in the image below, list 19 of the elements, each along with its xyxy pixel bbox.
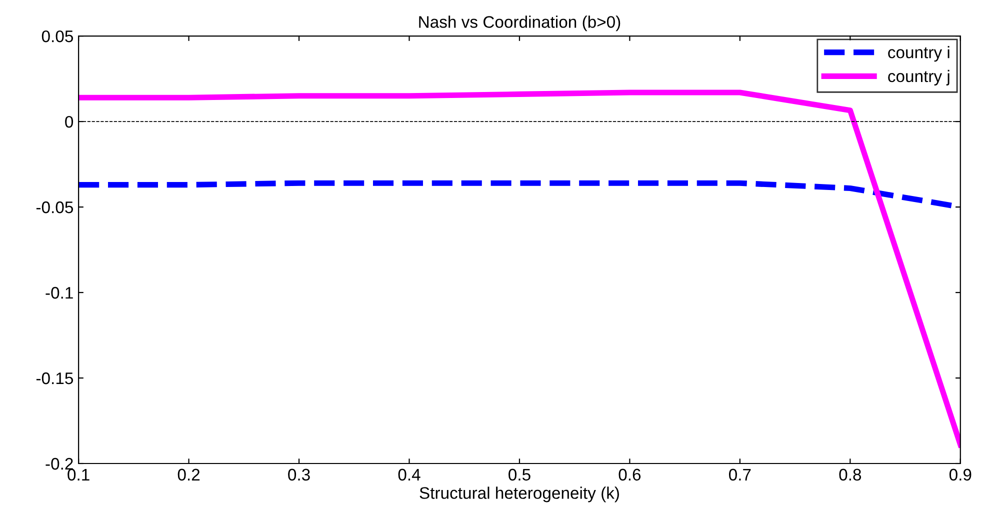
y-tick-label: -0.2 — [46, 458, 73, 470]
x-tick-label: 0.2 — [178, 468, 200, 481]
legend-label: country j — [888, 70, 950, 86]
chart-title: Nash vs Coordination (b>0) — [419, 16, 620, 32]
x-tick-label: 0.8 — [839, 468, 862, 481]
y-tick-label: -0.05 — [36, 201, 74, 214]
x-tick-label: 0.9 — [949, 468, 972, 481]
x-axis-title: Structural heterogeneity (k) — [420, 486, 619, 502]
y-tick-label: -0.15 — [36, 372, 74, 384]
y-tick-label: 0 — [65, 116, 74, 128]
x-tick-label: 0.6 — [618, 468, 641, 481]
x-tick-label: 0.7 — [729, 468, 751, 481]
y-tick-label: 0.05 — [42, 30, 74, 42]
x-tick-label: 0.1 — [68, 468, 90, 481]
x-tick-label: 0.5 — [508, 468, 530, 481]
legend-label: country i — [888, 46, 950, 62]
y-tick-label: -0.1 — [46, 286, 73, 299]
x-tick-label: 0.4 — [398, 468, 420, 481]
x-tick-label: 0.3 — [288, 468, 310, 481]
